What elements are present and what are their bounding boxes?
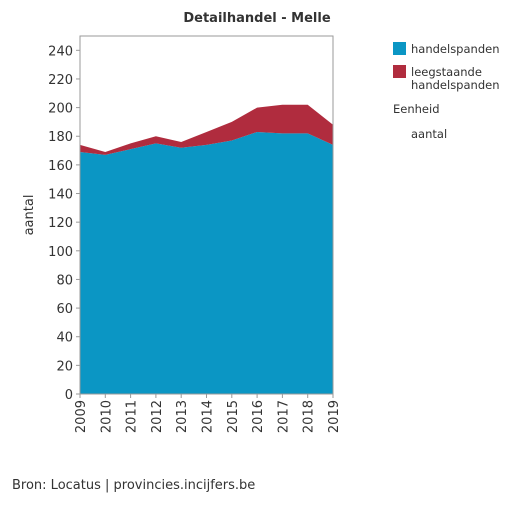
x-axis: 2009 2010 2011 2012 2013 2014 2015 2016 2017 2018… xyxy=(74,394,342,433)
y-tick-label: 40 xyxy=(56,331,73,346)
legend-label: handelspanden xyxy=(411,42,500,56)
legend-swatch-1 xyxy=(393,42,406,55)
y-tick-label: 240 xyxy=(48,44,73,59)
y-tick-label: 220 xyxy=(48,73,73,88)
legend-unit-value: aantal xyxy=(411,127,447,141)
y-axis-label: aantal xyxy=(22,195,37,236)
y-tick-label: 140 xyxy=(48,188,73,203)
legend-unit-heading: Eenheid xyxy=(393,102,440,116)
source-text: Bron: Locatus | provincies.incijfers.be xyxy=(12,478,256,493)
x-tick-label: 2015 xyxy=(226,400,241,433)
y-tick-label: 0 xyxy=(65,388,73,403)
x-tick-label: 2010 xyxy=(99,400,114,433)
x-tick-label: 2012 xyxy=(150,400,165,433)
x-tick-label: 2011 xyxy=(125,400,140,433)
y-tick-label: 100 xyxy=(48,245,73,260)
y-tick-label: 60 xyxy=(56,302,73,317)
y-tick-label: 180 xyxy=(48,130,73,145)
chart-title: Detailhandel - Melle xyxy=(183,11,330,26)
x-tick-label: 2009 xyxy=(74,400,89,433)
y-tick-label: 200 xyxy=(48,102,73,117)
area-series-2 xyxy=(80,104,333,155)
legend-label: leegstaande xyxy=(411,65,482,79)
x-tick-label: 2017 xyxy=(276,400,291,433)
area-series-1 xyxy=(80,131,333,394)
y-axis: 0 20 40 60 80 100 120 140 160 180 200 220 240 xyxy=(48,44,80,403)
x-tick-label: 2013 xyxy=(175,400,190,433)
y-tick-label: 20 xyxy=(56,359,73,374)
y-tick-label: 120 xyxy=(48,216,73,231)
y-tick-label: 80 xyxy=(56,273,73,288)
x-tick-label: 2019 xyxy=(327,400,342,433)
x-tick-label: 2018 xyxy=(302,400,317,433)
x-tick-label: 2016 xyxy=(251,400,266,433)
x-tick-label: 2014 xyxy=(201,400,216,433)
y-tick-label: 160 xyxy=(48,159,73,174)
area-series-group xyxy=(80,104,333,394)
legend[interactable]: handelspandenleegstaandehandelspandenEen… xyxy=(393,42,500,141)
legend-label: handelspanden xyxy=(411,78,500,92)
legend-swatch-2 xyxy=(393,65,406,78)
